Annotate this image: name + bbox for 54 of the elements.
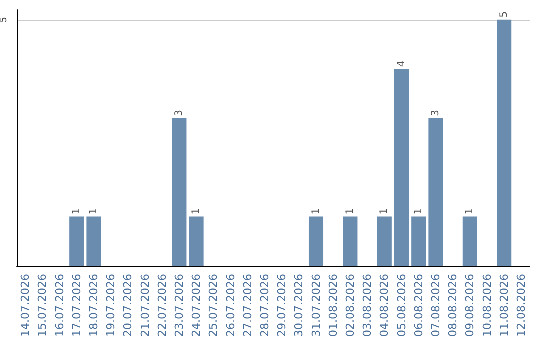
x-tick-label: 23.07.2026	[172, 274, 186, 338]
bar	[343, 216, 358, 266]
x-tick-label: 15.07.2026	[36, 274, 50, 338]
bar	[497, 20, 512, 266]
x-tick-label: 07.08.2026	[429, 274, 442, 338]
data-label: 1	[88, 208, 100, 215]
bar	[412, 216, 426, 266]
x-tick-label: 01.08.2026	[326, 274, 340, 338]
data-label: 1	[191, 208, 202, 215]
x-tick-label: 18.07.2026	[87, 274, 100, 338]
x-tick-label: 09.08.2026	[464, 274, 477, 338]
data-label: 1	[310, 208, 322, 215]
bar	[308, 216, 324, 266]
bar	[70, 216, 84, 266]
data-label: 4	[396, 60, 408, 68]
x-tick-label: 22.07.2026	[156, 274, 169, 338]
data-label: 1	[379, 208, 390, 215]
x-tick-label: 31.07.2026	[310, 274, 323, 338]
x-tick-label: 12.08.2026	[514, 274, 528, 338]
bar	[189, 216, 204, 266]
x-tick-label: 10.08.2026	[480, 274, 494, 338]
x-tick-label: 28.07.2026	[258, 274, 272, 338]
x-tick-label: 25.07.2026	[207, 274, 220, 338]
x-tick-label: 08.08.2026	[446, 274, 460, 338]
bar	[172, 118, 187, 266]
data-label: 1	[464, 208, 476, 215]
x-tick-label: 24.07.2026	[190, 274, 204, 338]
x-tick-label: 21.07.2026	[138, 274, 152, 338]
x-tick-label: 30.07.2026	[292, 274, 306, 338]
bar	[428, 118, 444, 266]
bar	[394, 69, 410, 266]
x-tick-label: 17.07.2026	[70, 274, 84, 338]
x-tick-label: 29.07.2026	[276, 274, 289, 338]
x-tick-label: 11.08.2026	[498, 274, 511, 338]
x-tick-label: 06.08.2026	[412, 274, 426, 338]
x-tick-label: 03.08.2026	[361, 274, 374, 338]
x-tick-label: 20.07.2026	[122, 274, 135, 338]
x-tick-label: 19.07.2026	[104, 274, 118, 338]
data-label: 1	[344, 208, 356, 215]
x-tick-label: 14.07.2026	[19, 274, 32, 338]
bar	[462, 216, 478, 266]
data-label: 1	[71, 208, 82, 215]
data-label: 5	[498, 11, 510, 18]
x-tick-label: 05.08.2026	[395, 274, 408, 338]
data-label: 3	[430, 110, 442, 116]
x-tick-label: 16.07.2026	[53, 274, 66, 338]
data-label: 3	[174, 110, 185, 116]
x-tick-label: 02.08.2026	[344, 274, 357, 338]
x-tick-label: 26.07.2026	[224, 274, 238, 338]
data-label: 1	[413, 208, 424, 215]
bar	[86, 216, 102, 266]
bar	[377, 216, 392, 266]
x-tick-label: 27.07.2026	[241, 274, 254, 338]
x-tick-label: 04.08.2026	[378, 274, 392, 338]
